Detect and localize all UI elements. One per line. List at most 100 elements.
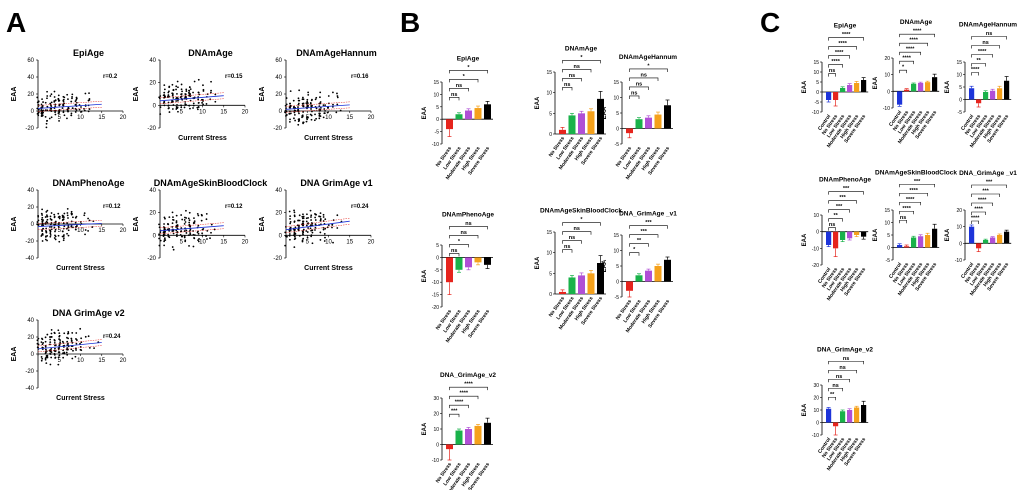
scatter-point	[46, 209, 49, 212]
scatter-point	[159, 95, 162, 97]
bar-low-stress	[635, 275, 643, 282]
significance-label: ns	[836, 374, 842, 380]
scatter-point	[83, 107, 85, 110]
x-tick-label: 10	[77, 358, 84, 364]
y-tick-label: 20	[275, 92, 282, 98]
scatter-point	[196, 108, 199, 111]
significance-bracket	[899, 51, 921, 56]
scatter-point	[58, 332, 61, 334]
bar-severe-stress	[664, 259, 671, 282]
scatter-point	[172, 248, 175, 251]
bar-low-stress	[983, 240, 989, 244]
scatter-point	[318, 117, 321, 120]
scatter-point	[62, 98, 65, 101]
significance-bracket	[562, 69, 592, 73]
scatter-point	[46, 239, 48, 242]
scatter-point	[298, 112, 300, 115]
scatter-point	[40, 103, 43, 106]
scatter-point	[37, 337, 40, 340]
scatter-point	[67, 332, 70, 335]
scatter-point	[66, 117, 68, 120]
scatter-point	[323, 233, 326, 235]
scatter-point	[172, 104, 175, 106]
significance-bracket	[971, 72, 979, 76]
y-tick-label: 15	[813, 60, 819, 66]
scatter-point	[171, 211, 174, 214]
bar-high-stress	[854, 231, 860, 235]
scatter-point	[54, 347, 56, 350]
significance-bracket	[562, 240, 582, 244]
y-tick-label: 15	[546, 70, 552, 76]
scatter-point	[184, 240, 187, 243]
y-tick-label: -20	[273, 256, 282, 262]
scatter-point	[167, 233, 170, 236]
y-tick-label: 0	[816, 230, 819, 236]
scatter-point	[53, 237, 56, 239]
y-tick-label: 0	[279, 233, 283, 239]
bar-moderate-stress	[465, 257, 472, 268]
x-tick-label: 20	[120, 358, 127, 364]
scatter-point	[297, 219, 299, 222]
scatter-point	[289, 102, 291, 105]
bar-control	[897, 91, 903, 105]
significance-bracket	[629, 225, 668, 229]
y-tick-label: 0	[887, 246, 890, 252]
scatter-point	[302, 111, 305, 113]
y-tick-label: -10	[432, 280, 439, 286]
significance-bracket	[629, 95, 640, 99]
significance-bracket	[899, 210, 914, 215]
scatter-point	[71, 357, 74, 360]
confidence-band-upper	[37, 100, 102, 106]
scatter-point	[41, 214, 44, 216]
scatter-point	[41, 229, 43, 232]
scatter-point	[63, 234, 65, 236]
y-tick-label: 0	[887, 89, 890, 95]
scatter-point	[315, 96, 318, 99]
significance-label: ns	[641, 72, 647, 78]
bar-moderate-stress	[918, 236, 924, 248]
bar-low-stress	[911, 237, 917, 248]
scatter-point	[306, 101, 309, 104]
significance-bracket	[828, 360, 864, 365]
scatter-point	[306, 213, 308, 216]
significance-label: *	[463, 74, 466, 80]
chart-title: DNAmAgeHannum	[296, 48, 377, 58]
scatter-point	[298, 119, 301, 122]
y-tick-label: 30	[433, 396, 439, 402]
bar-no-stress	[976, 243, 982, 249]
bar-low-stress	[840, 88, 846, 92]
scatter-point	[45, 356, 48, 359]
scatter-point	[79, 327, 82, 330]
y-tick-label: 0	[816, 421, 819, 427]
scatter-point	[171, 226, 174, 228]
scatter-point	[197, 78, 200, 81]
scatter-point	[87, 217, 90, 220]
scatter-point	[75, 225, 78, 228]
scatter-point	[307, 93, 310, 96]
bar-severe-stress	[932, 228, 938, 248]
scatter-point	[318, 114, 321, 117]
scatter-point	[58, 217, 61, 220]
scatter-point	[54, 103, 57, 106]
scatter-point	[71, 341, 74, 344]
scatter-point	[67, 110, 69, 113]
significance-bracket	[828, 191, 864, 195]
bar-no-stress	[904, 246, 910, 248]
scatter-point	[80, 106, 82, 108]
scatter-point	[332, 91, 334, 94]
scatter-point	[171, 94, 174, 97]
scatter-point	[75, 338, 77, 340]
x-axis-label: Current Stress	[304, 135, 353, 142]
scatter-point	[285, 107, 287, 110]
bar-severe-stress	[861, 231, 867, 237]
scatter-point	[188, 211, 191, 214]
scatter-point	[285, 114, 288, 116]
scatter-point	[41, 216, 44, 219]
scatter-point	[49, 235, 52, 238]
x-tick-label: 10	[77, 115, 84, 121]
confidence-band-lower	[159, 98, 224, 105]
bar-no-stress	[626, 281, 633, 291]
